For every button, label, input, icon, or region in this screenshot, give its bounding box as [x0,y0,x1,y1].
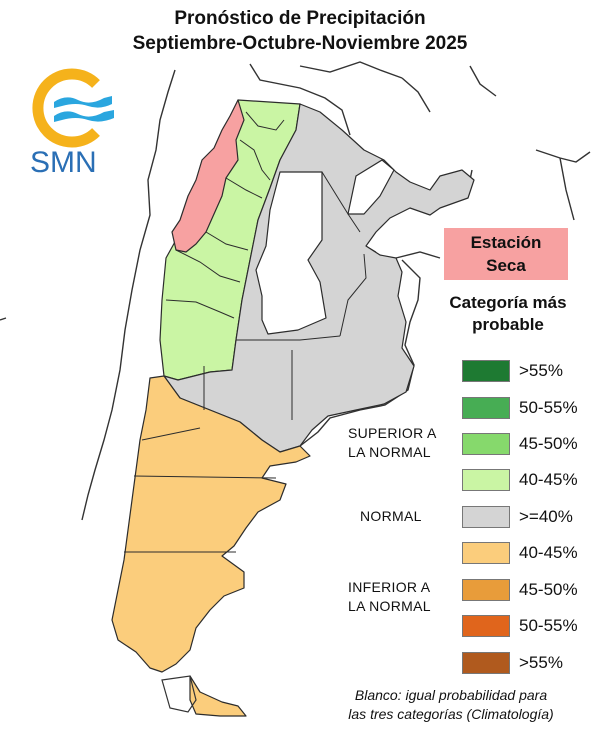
legend-swatch-normal [462,506,510,528]
smn-logo: SMN [26,66,118,179]
region-climatology [255,171,327,335]
legend-swatch-superior-40-45 [462,469,510,491]
legend-heading: Categoría más probable [420,292,596,336]
smn-logo-text: SMN [30,146,97,178]
climatology-note-line2: las tres categorías (Climatología) [348,706,554,722]
legend-swatch-inferior-55 [462,652,510,674]
category-superior-line2: LA NORMAL [348,444,431,460]
climatology-note-line1: Blanco: igual probabilidad para [354,687,548,703]
map-title-line1: Pronóstico de Precipitación [174,8,426,29]
legend-label: 40-45% [519,470,578,489]
legend-heading-line1: Categoría más [449,293,567,312]
legend-swatch-superior-45-50 [462,433,510,455]
legend-swatch-superior-55 [462,360,510,382]
legend-label: 45-50% [519,434,578,453]
category-inferior: INFERIOR A LA NORMAL [348,578,431,616]
category-superior: SUPERIOR A LA NORMAL [348,424,437,462]
dry-season-label-2: Seca [486,256,526,275]
climatology-note: Blanco: igual probabilidad para las tres… [306,686,596,724]
legend-label: 40-45% [519,543,578,562]
region-inferior-tierra-del-fuego [189,675,247,717]
legend-swatch-superior-50-55 [462,397,510,419]
dry-season-legend: Estación Seca [444,228,568,280]
forecast-regions [111,99,475,717]
legend-swatch-inferior-45-50 [462,579,510,601]
region-normal-gray [163,103,475,453]
legend-swatch-inferior-50-55 [462,615,510,637]
province-borders [124,111,377,553]
legend-label: >=40% [519,507,573,526]
legend-label: 45-50% [519,580,578,599]
dry-season-label-1: Estación [470,233,542,252]
legend-label: >55% [519,361,563,380]
smn-logo-icon: SMN [30,68,114,179]
category-superior-line1: SUPERIOR A [348,425,437,441]
category-inferior-line1: INFERIOR A [348,579,431,595]
legend-label: 50-55% [519,616,578,635]
legend-swatch-inferior-40-45 [462,542,510,564]
legend-label: 50-55% [519,398,578,417]
category-normal: NORMAL [360,508,422,524]
legend-label: >55% [519,653,563,672]
category-inferior-line2: LA NORMAL [348,598,431,614]
legend-heading-line2: probable [472,315,544,334]
region-inferior-40-45 [111,375,311,673]
map-title-line2: Septiembre-Octubre-Noviembre 2025 [132,33,468,54]
